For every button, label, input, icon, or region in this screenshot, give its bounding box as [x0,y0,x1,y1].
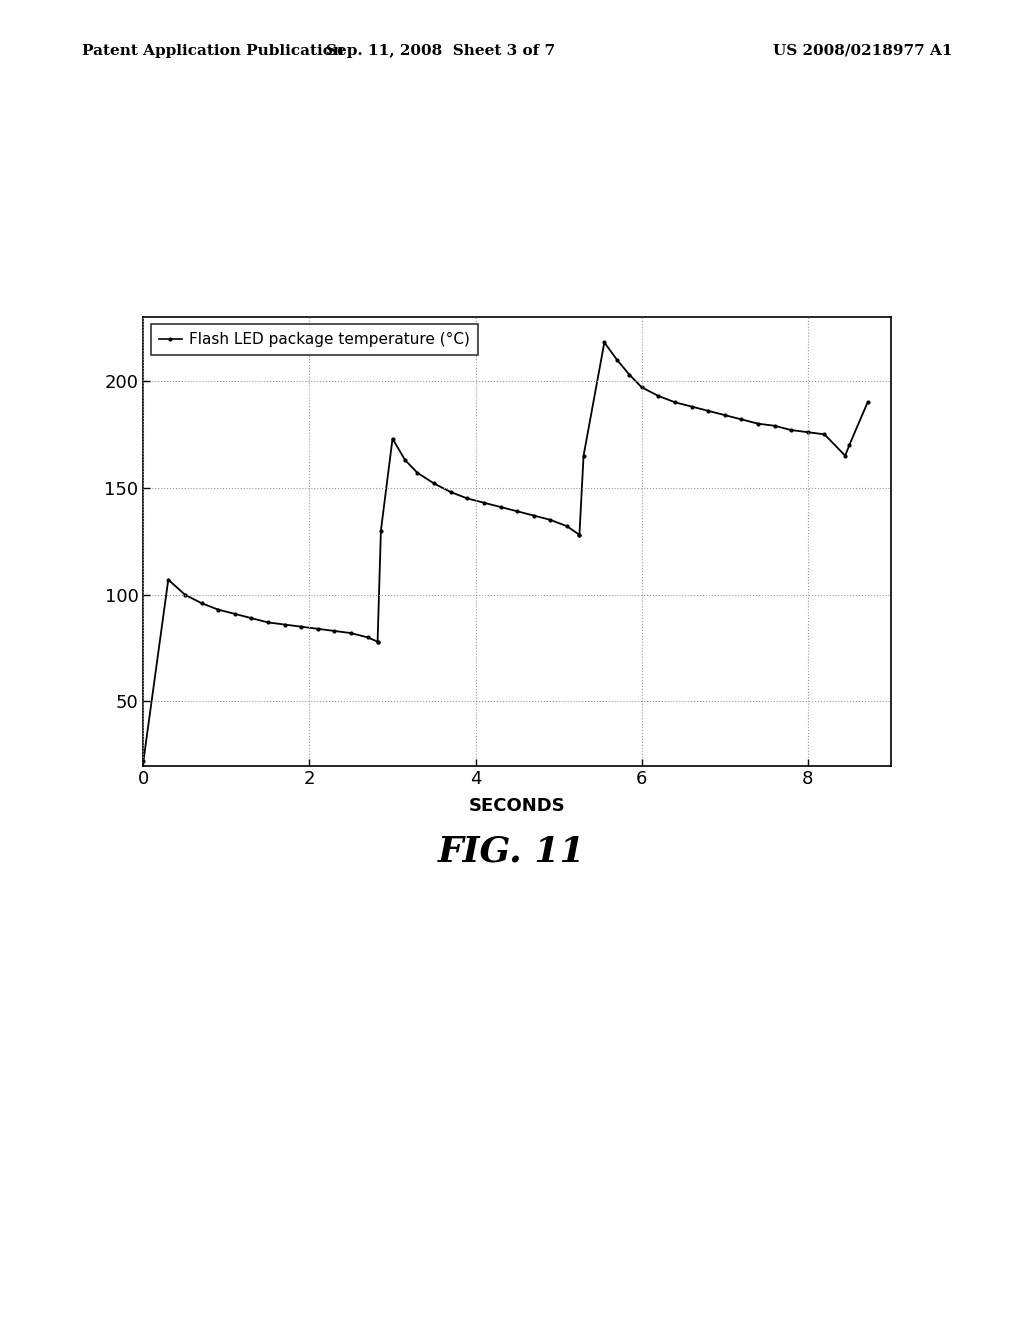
Text: Sep. 11, 2008  Sheet 3 of 7: Sep. 11, 2008 Sheet 3 of 7 [326,44,555,58]
Legend: Flash LED package temperature (°C): Flash LED package temperature (°C) [151,325,478,355]
Text: Patent Application Publication: Patent Application Publication [82,44,344,58]
Text: FIG. 11: FIG. 11 [438,834,586,869]
Text: US 2008/0218977 A1: US 2008/0218977 A1 [773,44,952,58]
X-axis label: SECONDS: SECONDS [469,797,565,814]
